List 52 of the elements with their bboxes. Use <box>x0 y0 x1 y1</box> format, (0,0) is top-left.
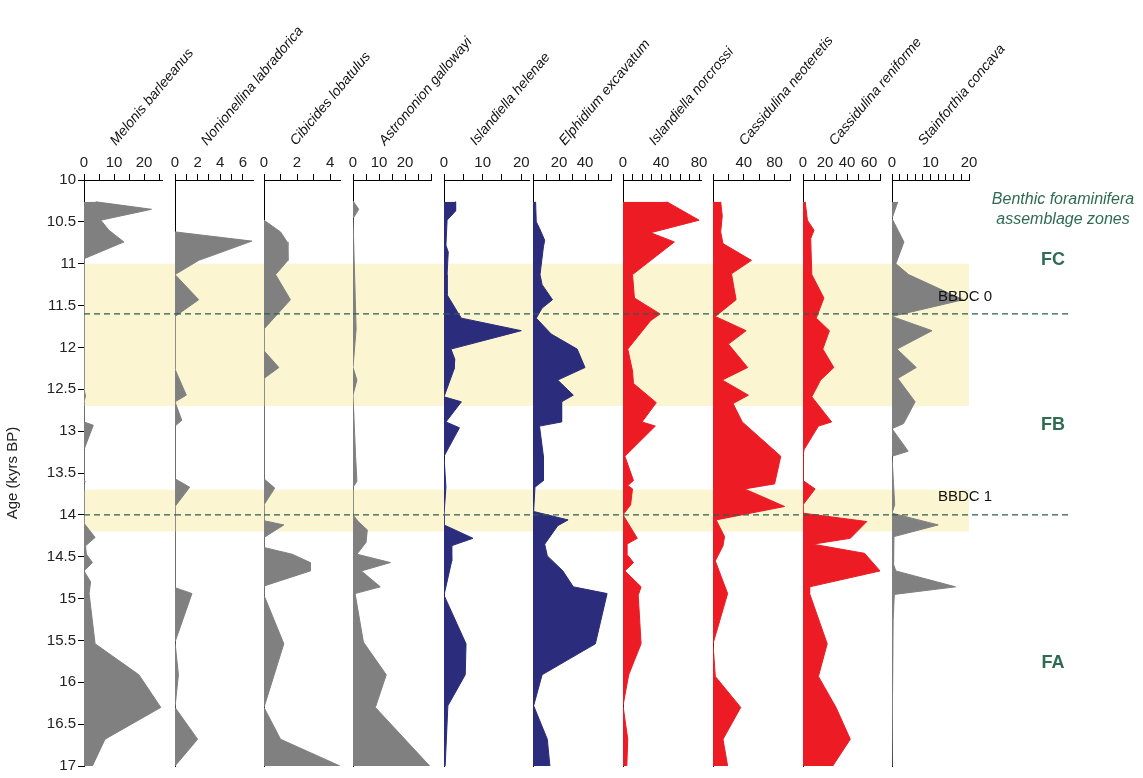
y-tick-label: 17 <box>59 756 76 774</box>
x-tick-label: 0 <box>439 153 449 171</box>
x-tick-label: 40 <box>576 153 594 171</box>
ref-line-label: BBDC 0 <box>938 286 993 304</box>
y-tick-label: 10.5 <box>46 212 76 229</box>
y-tick-label: 13 <box>59 421 76 439</box>
y-tick-label: 16.5 <box>46 714 76 732</box>
x-tick-label: 6 <box>238 153 247 171</box>
y-tick-label: 14 <box>59 505 76 522</box>
x-tick-label: 4 <box>325 153 335 171</box>
y-tick-label: 15 <box>59 588 76 606</box>
x-tick-label: 0 <box>170 153 180 171</box>
x-tick-label: 20 <box>512 153 530 171</box>
x-tick-label: 60 <box>860 153 878 171</box>
y-tick-label: 16 <box>59 672 76 690</box>
x-tick-label: 10 <box>370 153 388 171</box>
x-tick-label: 0 <box>887 153 897 171</box>
x-tick-label: 20 <box>960 153 978 171</box>
x-tick-label: 40 <box>735 153 753 171</box>
x-tick-label: 0 <box>259 153 269 171</box>
x-tick-label: 10 <box>474 153 491 171</box>
x-tick-label: 20 <box>550 153 568 171</box>
x-tick-label: 0 <box>348 153 358 171</box>
y-axis-title: Age (kyrs BP) <box>3 426 21 520</box>
text: FB <box>1041 413 1065 434</box>
x-tick-label: 20 <box>396 153 414 171</box>
y-tick-label: 11.5 <box>47 295 76 313</box>
x-tick-label: 40 <box>652 153 670 171</box>
y-tick-label: 10 <box>59 170 76 188</box>
y-tick-label: 15.5 <box>46 630 76 648</box>
x-tick-label: 4 <box>216 153 225 171</box>
x-tick-label: 0 <box>618 153 628 171</box>
y-tick-label: 13.5 <box>46 463 76 481</box>
text: Benthic foraminifera assemblage zones <box>991 190 1135 228</box>
text: FC <box>1041 248 1065 269</box>
x-tick-label: 80 <box>766 153 783 171</box>
y-tick-label: 11 <box>60 253 76 271</box>
y-tick-label: 12 <box>59 337 76 355</box>
x-tick-label: 0 <box>798 153 808 171</box>
x-tick-label: 0 <box>79 153 89 171</box>
text: FA <box>1041 651 1065 672</box>
x-tick-label: 10 <box>105 153 123 171</box>
ref-line-label: BBDC 1 <box>938 487 993 505</box>
x-tick-label: 40 <box>838 153 856 171</box>
y-tick-label: 12.5 <box>46 379 76 397</box>
y-tick-label: 14.5 <box>46 546 76 564</box>
x-tick-label: 2 <box>292 153 302 171</box>
x-tick-label: 20 <box>816 153 834 171</box>
x-tick-label: 80 <box>690 153 708 171</box>
x-tick-label: 2 <box>193 153 202 171</box>
x-tick-label: 10 <box>922 153 939 171</box>
x-tick-label: 20 <box>135 153 153 171</box>
